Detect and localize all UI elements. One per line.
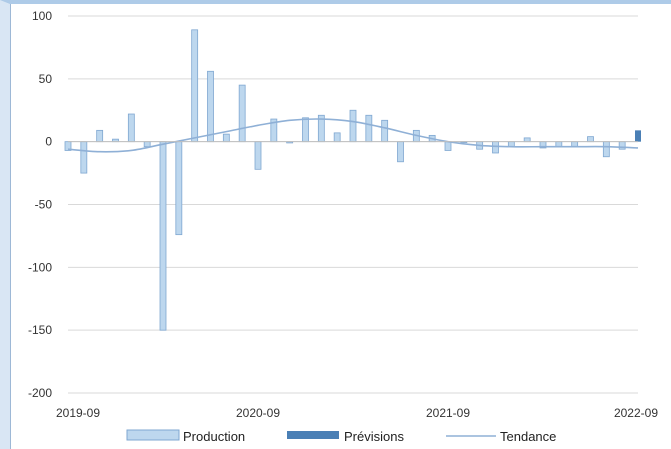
trend-series [67, 118, 639, 153]
y-tick-label: -200 [28, 386, 52, 400]
y-axis: 100 50 0 -50 -100 -150 -200 [28, 9, 52, 400]
bar-production [175, 141, 183, 236]
bar-production [381, 119, 389, 143]
bar-production [444, 141, 452, 151]
bar-production [191, 29, 199, 143]
x-axis: 2019-09 2020-09 2021-09 2022-09 [56, 141, 658, 420]
x-tick-label: 2022-09 [614, 406, 658, 420]
grid-lines [68, 15, 638, 394]
bar-prvisions [635, 130, 641, 142]
bar-production [127, 113, 135, 143]
bar-production [143, 141, 151, 148]
x-tick-label: 2021-09 [426, 406, 470, 420]
bar-production [333, 132, 341, 143]
y-tick-label: 0 [45, 135, 52, 149]
frame-border [10, 4, 11, 449]
bar-production [397, 141, 404, 163]
y-tick-label: 100 [32, 9, 52, 23]
bar-series [64, 29, 641, 331]
y-tick-label: -150 [28, 323, 52, 337]
y-tick-label: 50 [39, 72, 53, 86]
bar-production [602, 141, 610, 158]
bar-production [159, 141, 167, 331]
bar-production [80, 141, 88, 174]
x-tick-label: 2019-09 [56, 406, 100, 420]
trend-line [67, 118, 639, 153]
legend-swatch-previsions [287, 431, 339, 439]
x-tick-label: 2020-09 [236, 406, 280, 420]
bar-production [254, 141, 262, 170]
legend-label-tendance: Tendance [500, 429, 556, 444]
legend-swatch-production [126, 429, 180, 441]
bar-production [238, 84, 246, 143]
bar-production [587, 136, 594, 143]
legend-label-previsions: Prévisions [344, 429, 404, 444]
bar-production [96, 129, 104, 143]
bar-production [365, 114, 373, 143]
y-tick-label: -100 [28, 260, 52, 274]
bar-production [207, 70, 214, 143]
bar-production [222, 133, 230, 143]
bar-production [302, 117, 309, 143]
y-tick-label: -50 [35, 198, 53, 212]
bar-production [349, 109, 357, 143]
bar-production [492, 141, 499, 154]
bar-production [523, 137, 531, 143]
legend: Production Prévisions Tendance [126, 429, 556, 444]
legend-label-production: Production [183, 429, 245, 444]
